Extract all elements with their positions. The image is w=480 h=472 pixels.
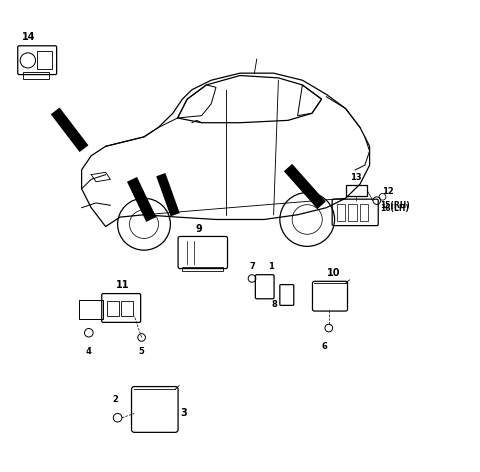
Text: 9: 9 (196, 224, 203, 234)
Bar (107, 301, 119, 316)
Bar (182, 267, 223, 271)
Bar (121, 301, 133, 316)
Text: 11: 11 (116, 280, 129, 290)
Bar (346, 185, 367, 196)
Text: 12: 12 (382, 186, 393, 196)
Text: 3: 3 (180, 408, 187, 418)
Text: 2: 2 (112, 395, 118, 404)
Text: 13: 13 (350, 173, 362, 182)
Text: 6: 6 (321, 342, 327, 351)
Text: 15(RH): 15(RH) (381, 201, 410, 210)
Text: 5: 5 (139, 347, 144, 356)
Bar (348, 204, 357, 221)
Text: 14: 14 (22, 33, 35, 42)
Text: 16(LH): 16(LH) (381, 204, 409, 213)
Bar (23, 72, 49, 79)
Text: 10: 10 (327, 269, 340, 278)
Text: 7: 7 (249, 262, 255, 271)
Text: 1: 1 (268, 262, 274, 271)
Bar (360, 204, 368, 221)
Bar (37, 51, 52, 69)
Text: 8: 8 (272, 300, 277, 309)
Bar (79, 300, 103, 319)
Text: 4: 4 (86, 347, 92, 356)
Bar (337, 204, 345, 221)
